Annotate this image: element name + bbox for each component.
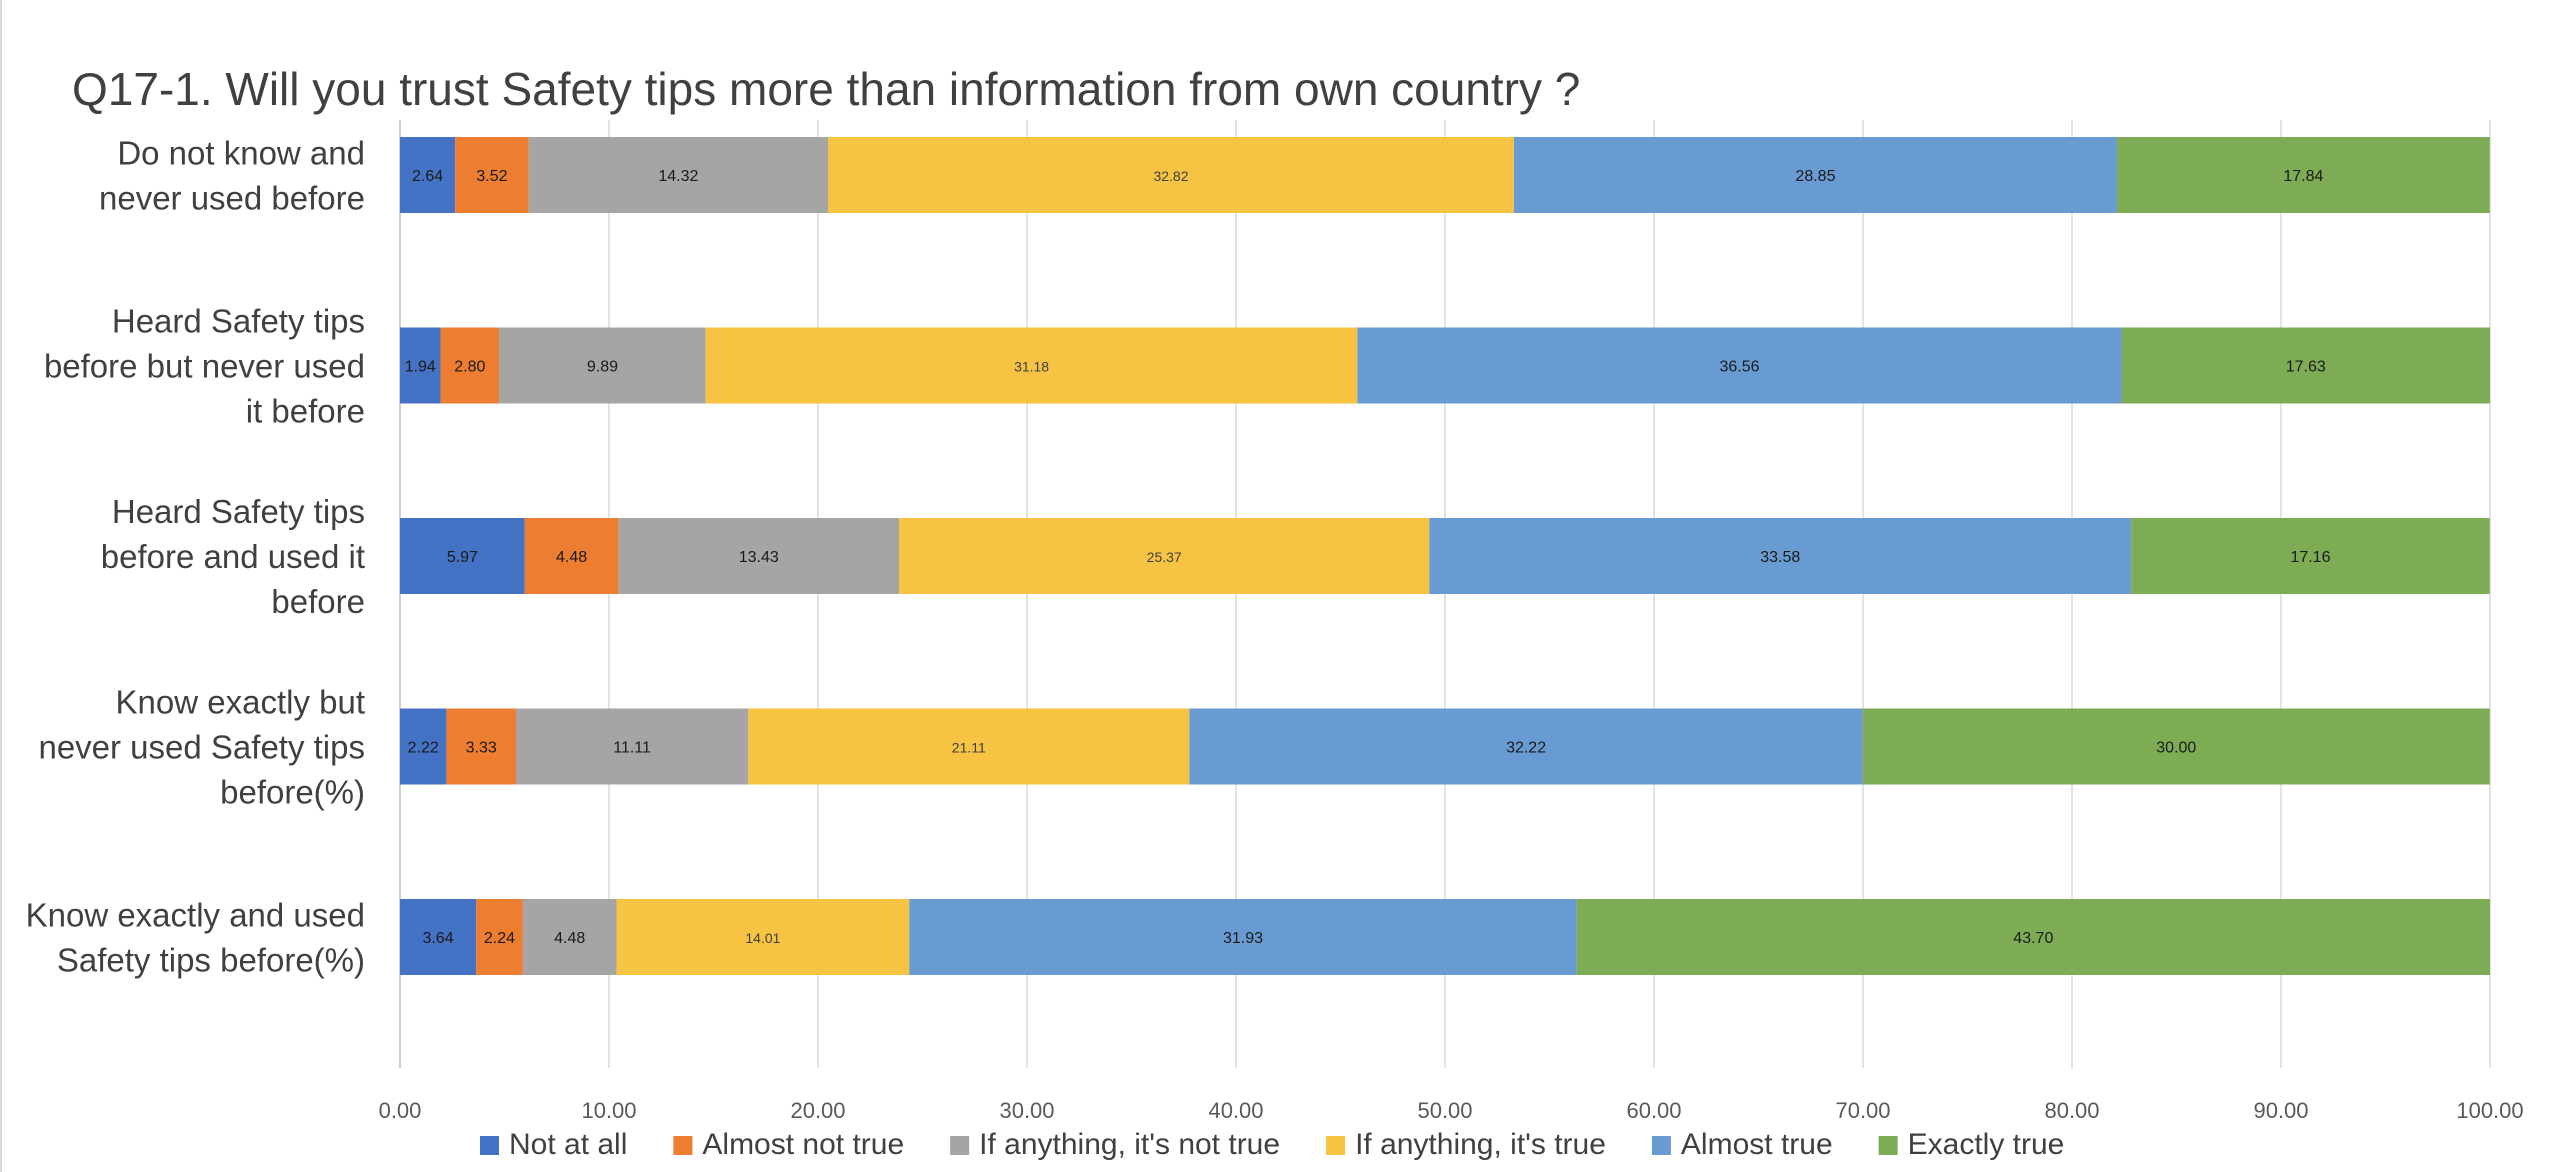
chart-title: Q17-1. Will you trust Safety tips more t… [72, 63, 1580, 115]
legend-label: If anything, it's true [1355, 1128, 1606, 1161]
legend-swatch [1326, 1136, 1346, 1155]
legend-swatch [1878, 1136, 1898, 1155]
x-tick-label: 100.00 [2456, 1098, 2523, 1123]
legend-label: Exactly true [1908, 1128, 2065, 1161]
bar-segment [400, 899, 477, 975]
data-label: 31.18 [1014, 359, 1049, 375]
data-label: 9.89 [587, 359, 618, 376]
bar-segment [1513, 137, 2117, 213]
bar-segment [2116, 137, 2490, 213]
x-tick-label: 40.00 [1208, 1098, 1263, 1123]
bar-segment [828, 137, 1514, 213]
bar-segment [476, 899, 523, 975]
bar-segment [524, 518, 619, 594]
x-tick-label: 0.00 [379, 1098, 422, 1123]
bar-segment [705, 327, 1358, 404]
data-label: 33.58 [1760, 549, 1800, 566]
data-label: 2.22 [408, 740, 439, 757]
bars [400, 137, 2490, 975]
data-label: 4.48 [556, 549, 587, 566]
category-label: Know exactly but never used Safety tips be… [38, 684, 365, 811]
legend-swatch [1651, 1136, 1671, 1155]
x-tick-label: 30.00 [999, 1098, 1054, 1123]
bar-segment [400, 137, 456, 213]
data-label: 2.80 [454, 359, 485, 376]
x-tick-label: 60.00 [1626, 1098, 1681, 1123]
legend-label: Almost true [1681, 1128, 1833, 1161]
data-label: 2.64 [412, 168, 443, 185]
legend-swatch [950, 1136, 970, 1155]
data-labels: 2.64 3.52 14.32 32.82 28.85 17.84 1.94 2.80 9.89… [405, 168, 2331, 947]
bar-segment [2131, 518, 2490, 594]
data-label: 3.33 [466, 740, 497, 757]
bar-segment [455, 137, 529, 213]
x-tick-label: 20.00 [790, 1098, 845, 1123]
data-label: 36.56 [1719, 359, 1759, 376]
data-label: 25.37 [1147, 549, 1182, 565]
bar-segment [618, 518, 900, 594]
bar-segment [899, 518, 1430, 594]
x-tick-label: 70.00 [1835, 1098, 1890, 1123]
bar-segment [616, 899, 910, 975]
legend: Not at all Almost not true If anything, it… [480, 1128, 2064, 1161]
data-label: 14.32 [658, 168, 698, 185]
category-label: Heard Safety tips before and used it befor… [101, 493, 365, 620]
bar-segment [1429, 518, 2132, 594]
bar-segment [440, 327, 500, 404]
bar-segment [446, 708, 516, 785]
data-label: 17.63 [2286, 359, 2326, 376]
bar-segment [499, 327, 706, 404]
page-edge-line [0, 0, 2, 1172]
data-label: 5.97 [447, 549, 478, 566]
bar-segment [528, 137, 829, 213]
bar-segment [1576, 899, 2490, 975]
x-tick-label: 50.00 [1417, 1098, 1472, 1123]
legend-label: Not at all [509, 1128, 627, 1161]
legend-swatch [480, 1136, 499, 1155]
bar-segment [400, 708, 447, 785]
data-label: 43.70 [2013, 930, 2053, 947]
data-label: 3.52 [476, 168, 507, 185]
data-label: 30.00 [2156, 740, 2196, 757]
bar-segment [515, 708, 749, 785]
data-label: 17.16 [2290, 549, 2330, 566]
data-label: 21.11 [952, 740, 986, 756]
bar-segment [2121, 327, 2490, 404]
bar-segment [909, 899, 1577, 975]
data-label: 3.64 [422, 930, 453, 947]
bar-segment [1189, 708, 1863, 785]
legend-label: If anything, it's not true [979, 1128, 1280, 1161]
category-label: Know exactly and used Safety tips before(… [26, 897, 365, 979]
x-tick-label: 10.00 [581, 1098, 636, 1123]
data-label: 2.24 [484, 930, 515, 947]
data-label: 31.93 [1223, 930, 1263, 947]
data-label: 28.85 [1795, 168, 1835, 185]
bar-segment [400, 518, 525, 594]
x-tick-label: 80.00 [2044, 1098, 2099, 1123]
bar-segment [1862, 708, 2490, 785]
data-label: 32.82 [1153, 168, 1188, 184]
bar-segment [748, 708, 1190, 785]
category-labels: Do not know and never used before Heard Sa… [26, 135, 365, 979]
data-label: 13.43 [739, 549, 779, 566]
category-label: Heard Safety tips before but never used it… [44, 303, 365, 430]
data-label: 32.22 [1506, 740, 1546, 757]
bar-segment [1357, 327, 2122, 404]
data-label: 11.11 [613, 740, 651, 757]
data-label: 4.48 [554, 930, 585, 947]
legend-swatch [673, 1136, 693, 1155]
bar-segment [400, 327, 441, 404]
legend-label: Almost not true [702, 1128, 904, 1161]
data-label: 14.01 [745, 930, 780, 946]
data-label: 17.84 [2283, 168, 2323, 185]
category-label: Do not know and never used before [99, 135, 365, 217]
bar-segment [522, 899, 617, 975]
x-tick-label: 90.00 [2253, 1098, 2308, 1123]
x-axis-ticks: 0.00 10.00 20.00 30.00 40.00 50.00 60.00 70.00 8… [379, 1098, 2524, 1123]
data-label: 1.94 [405, 359, 436, 376]
